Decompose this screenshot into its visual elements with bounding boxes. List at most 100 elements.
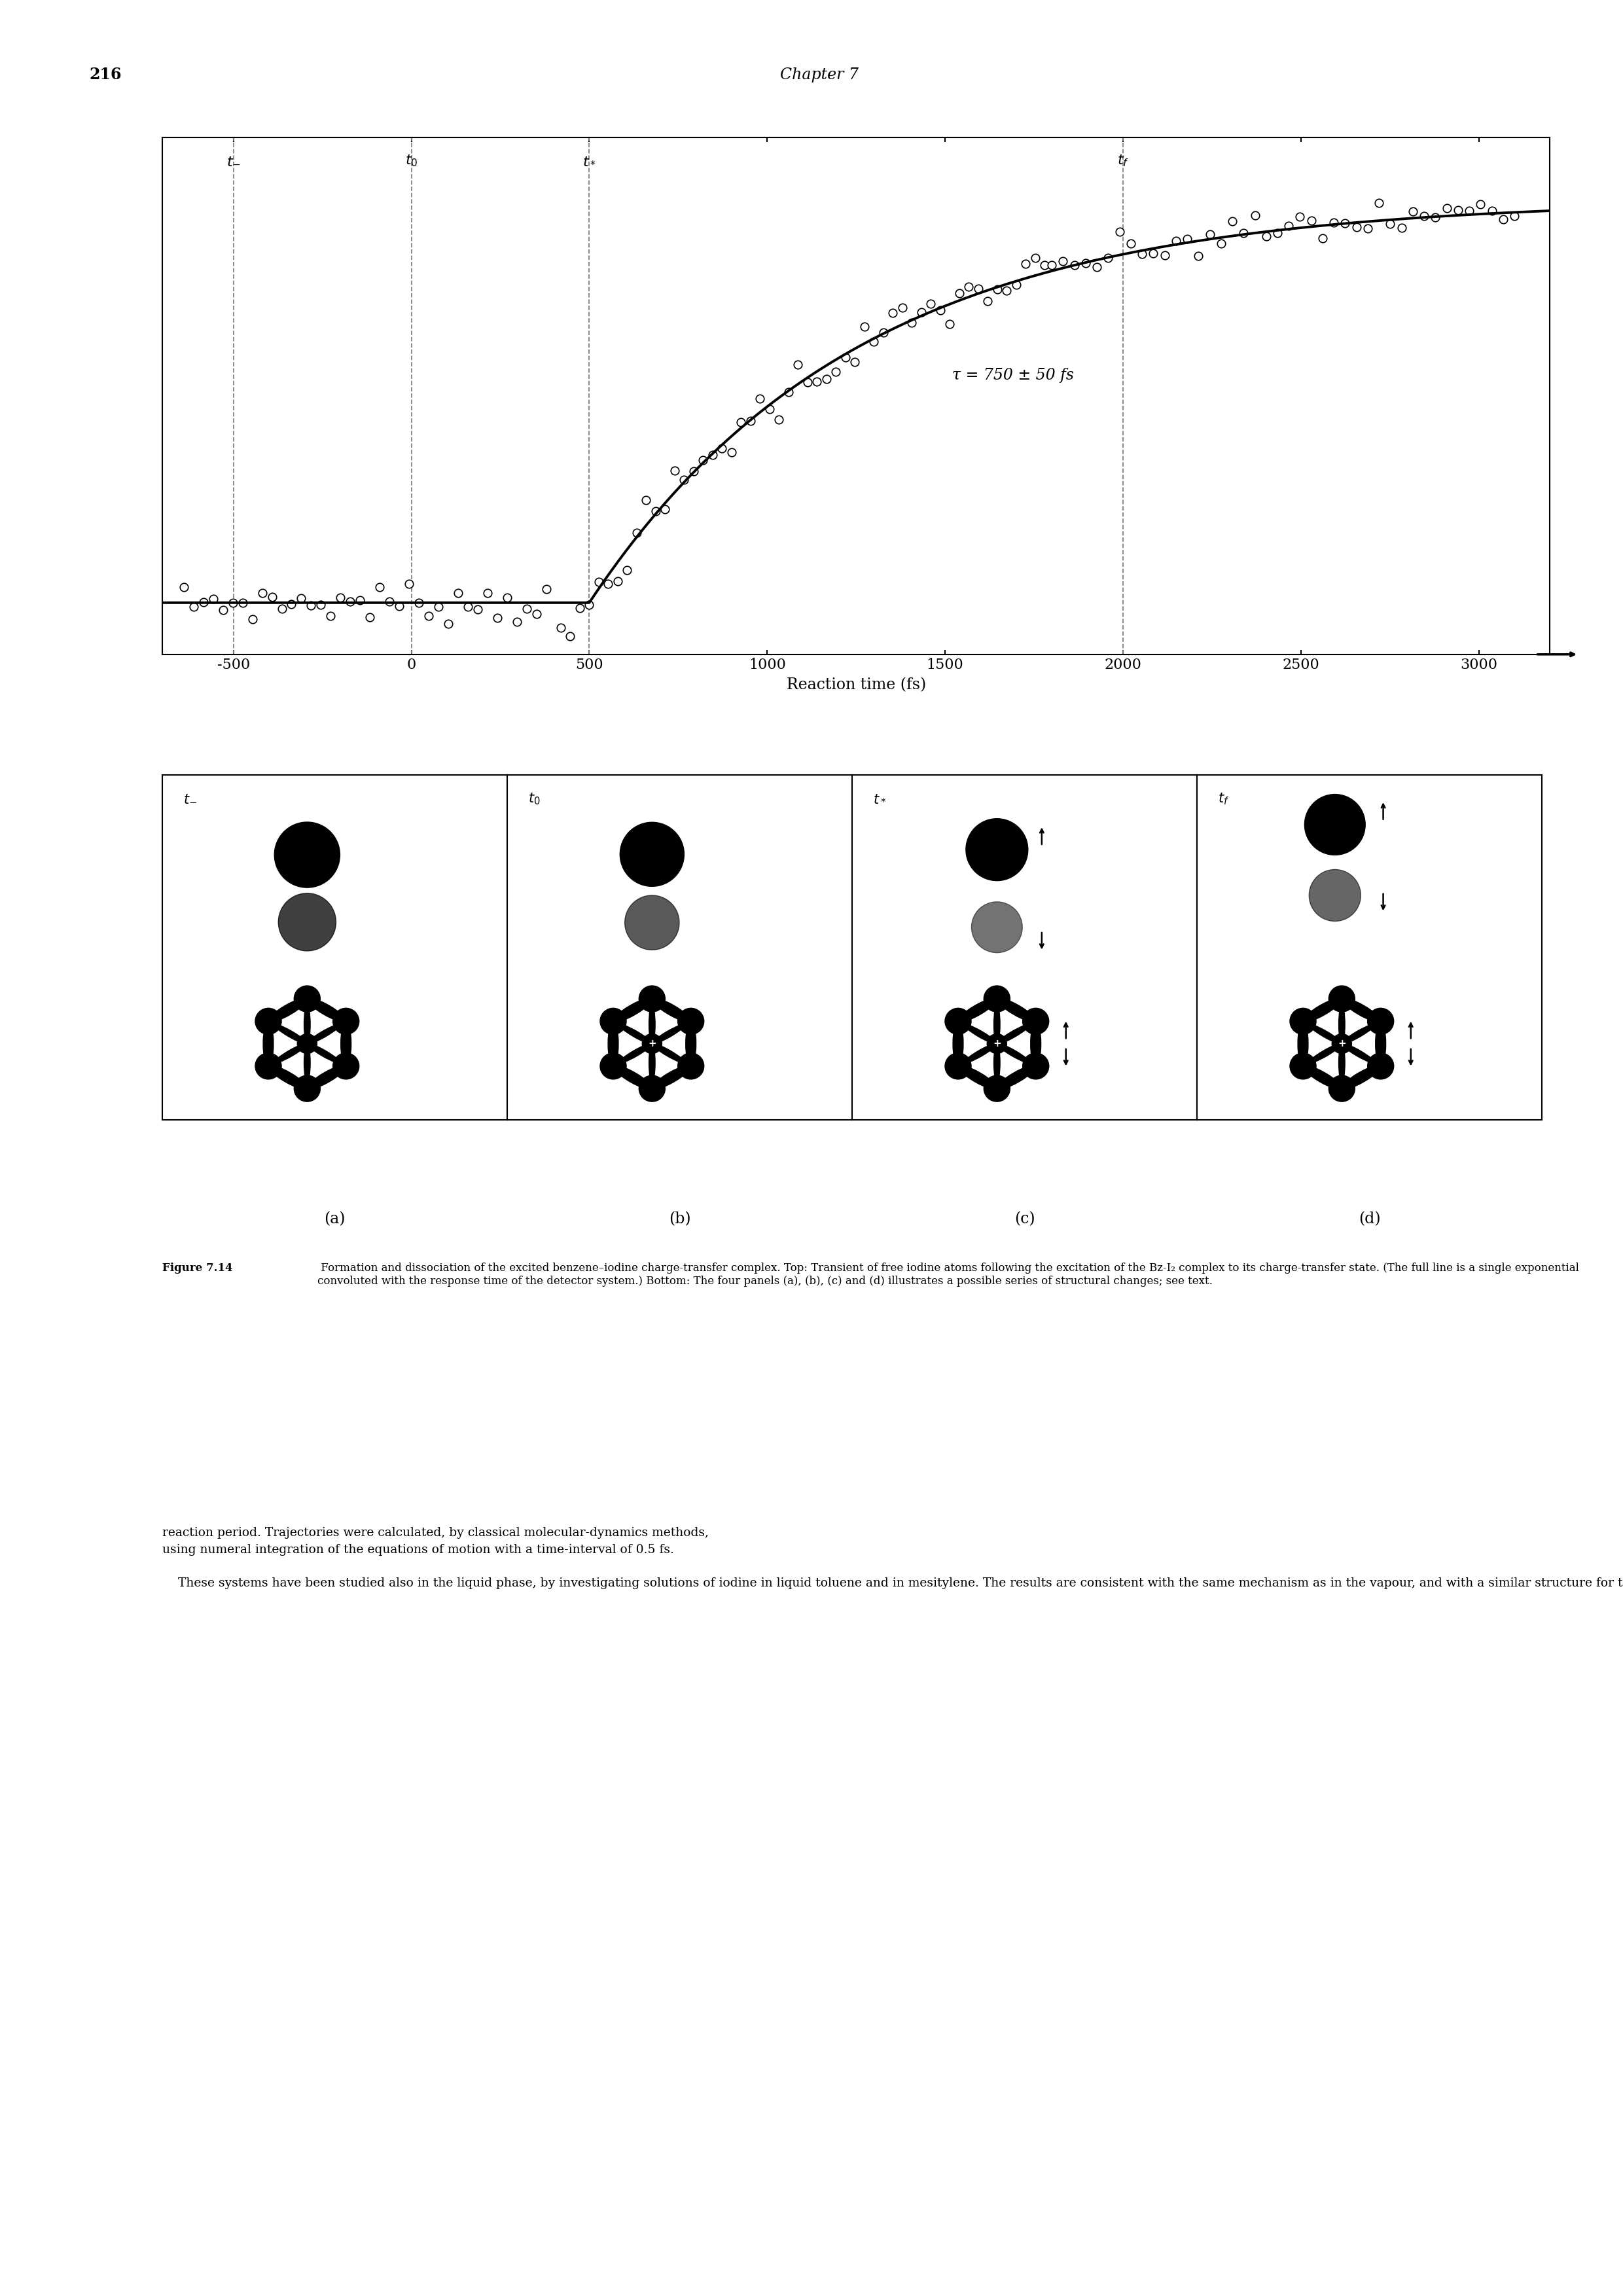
Ellipse shape xyxy=(612,996,652,1022)
Circle shape xyxy=(945,1008,971,1035)
Text: $t_0$: $t_0$ xyxy=(406,154,417,168)
Ellipse shape xyxy=(1031,1019,1040,1068)
Ellipse shape xyxy=(649,1045,656,1081)
Circle shape xyxy=(1368,1054,1394,1079)
Circle shape xyxy=(294,985,320,1013)
Circle shape xyxy=(984,985,1010,1013)
Ellipse shape xyxy=(618,1042,652,1063)
Circle shape xyxy=(966,820,1027,882)
Ellipse shape xyxy=(1339,1045,1345,1081)
Ellipse shape xyxy=(304,1045,310,1081)
Circle shape xyxy=(987,1033,1006,1054)
Text: (d): (d) xyxy=(1358,1212,1381,1226)
Ellipse shape xyxy=(1375,1019,1386,1068)
Text: $t_f$: $t_f$ xyxy=(1217,792,1229,806)
Circle shape xyxy=(601,1054,626,1079)
Ellipse shape xyxy=(958,1065,998,1091)
Circle shape xyxy=(678,1054,704,1079)
Text: $t_0$: $t_0$ xyxy=(527,792,540,806)
Text: +: + xyxy=(648,1038,656,1049)
Circle shape xyxy=(297,1033,316,1054)
Ellipse shape xyxy=(651,1065,691,1091)
X-axis label: Reaction time (fs): Reaction time (fs) xyxy=(787,677,925,693)
Ellipse shape xyxy=(609,1019,618,1068)
Ellipse shape xyxy=(685,1019,696,1068)
Circle shape xyxy=(984,1075,1010,1102)
Text: $t_*$: $t_*$ xyxy=(873,792,886,804)
Ellipse shape xyxy=(651,996,691,1022)
Text: $t_*$: $t_*$ xyxy=(583,154,596,168)
Text: 216: 216 xyxy=(89,67,122,83)
Circle shape xyxy=(255,1008,281,1035)
Circle shape xyxy=(639,985,665,1013)
Ellipse shape xyxy=(268,996,308,1022)
Ellipse shape xyxy=(1341,1065,1381,1091)
Text: +: + xyxy=(1337,1038,1345,1049)
Circle shape xyxy=(274,822,339,889)
Ellipse shape xyxy=(1339,1006,1345,1045)
Circle shape xyxy=(620,822,685,886)
Ellipse shape xyxy=(997,1024,1031,1045)
Text: $t_{-}$: $t_{-}$ xyxy=(226,154,240,168)
Ellipse shape xyxy=(964,1042,997,1063)
Ellipse shape xyxy=(307,1042,341,1063)
Circle shape xyxy=(333,1054,359,1079)
Ellipse shape xyxy=(307,996,347,1022)
Circle shape xyxy=(1290,1008,1316,1035)
Circle shape xyxy=(1329,1075,1355,1102)
Ellipse shape xyxy=(993,1045,1000,1081)
Circle shape xyxy=(972,902,1022,953)
Ellipse shape xyxy=(274,1042,307,1063)
Circle shape xyxy=(1022,1008,1048,1035)
Circle shape xyxy=(945,1054,971,1079)
Ellipse shape xyxy=(1342,1042,1375,1063)
Ellipse shape xyxy=(953,1019,964,1068)
Ellipse shape xyxy=(1342,1024,1375,1045)
Text: (c): (c) xyxy=(1014,1212,1035,1226)
Text: Figure 7.14: Figure 7.14 xyxy=(162,1263,232,1274)
Circle shape xyxy=(1329,985,1355,1013)
Circle shape xyxy=(294,1075,320,1102)
Text: τ = 750 ± 50 fs: τ = 750 ± 50 fs xyxy=(953,367,1074,383)
Ellipse shape xyxy=(307,1024,341,1045)
Ellipse shape xyxy=(997,996,1037,1022)
Circle shape xyxy=(643,1033,662,1054)
Ellipse shape xyxy=(1302,1065,1342,1091)
Ellipse shape xyxy=(1308,1024,1342,1045)
Circle shape xyxy=(1305,794,1365,854)
Ellipse shape xyxy=(652,1042,685,1063)
Circle shape xyxy=(601,1008,626,1035)
Text: (a): (a) xyxy=(325,1212,346,1226)
Ellipse shape xyxy=(997,1065,1037,1091)
Ellipse shape xyxy=(964,1024,997,1045)
Text: reaction period. Trajectories were calculated, by classical molecular-dynamics m: reaction period. Trajectories were calcu… xyxy=(162,1527,1623,1589)
Text: Formation and dissociation of the excited benzene–iodine charge-transfer complex: Formation and dissociation of the excite… xyxy=(318,1263,1579,1286)
Ellipse shape xyxy=(997,1042,1031,1063)
Ellipse shape xyxy=(993,1006,1000,1045)
Circle shape xyxy=(255,1054,281,1079)
Ellipse shape xyxy=(612,1065,652,1091)
Text: $t_{-}$: $t_{-}$ xyxy=(183,792,196,804)
Ellipse shape xyxy=(1302,996,1342,1022)
Text: $t_f$: $t_f$ xyxy=(1117,154,1130,168)
Circle shape xyxy=(1332,1033,1352,1054)
Ellipse shape xyxy=(652,1024,685,1045)
Circle shape xyxy=(639,1075,665,1102)
Circle shape xyxy=(625,895,680,951)
Text: (b): (b) xyxy=(669,1212,691,1226)
Ellipse shape xyxy=(1341,996,1381,1022)
Circle shape xyxy=(1310,870,1360,921)
Circle shape xyxy=(1022,1054,1048,1079)
Text: Chapter 7: Chapter 7 xyxy=(781,67,859,83)
Circle shape xyxy=(278,893,336,951)
Ellipse shape xyxy=(1298,1019,1308,1068)
Ellipse shape xyxy=(307,1065,347,1091)
Circle shape xyxy=(333,1008,359,1035)
Ellipse shape xyxy=(304,1006,310,1045)
Circle shape xyxy=(678,1008,704,1035)
Ellipse shape xyxy=(268,1065,308,1091)
Ellipse shape xyxy=(649,1006,656,1045)
Ellipse shape xyxy=(341,1019,351,1068)
Ellipse shape xyxy=(263,1019,274,1068)
Text: +: + xyxy=(993,1038,1001,1049)
